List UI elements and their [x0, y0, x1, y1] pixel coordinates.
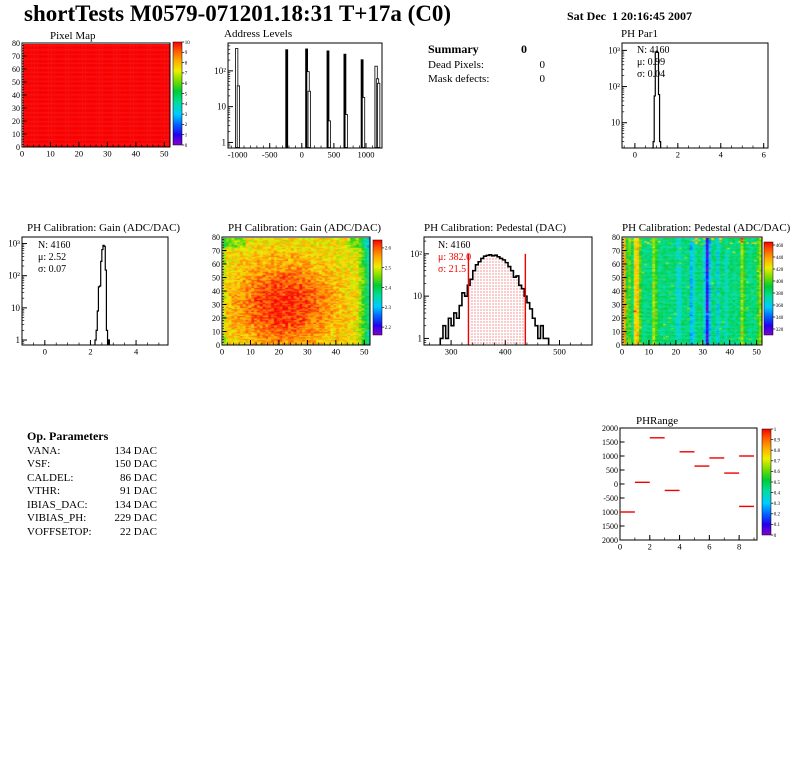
- param-value: 86 DAC: [120, 472, 157, 484]
- param-value: 150 DAC: [114, 458, 157, 470]
- summary-row-value: 0: [539, 59, 546, 71]
- address-levels-title: Address Levels: [224, 28, 293, 40]
- param-label: VSF:: [27, 458, 51, 470]
- ph-par1-title: PH Par1: [621, 28, 658, 40]
- summary-row-label: Mask defects:: [428, 73, 490, 85]
- stat-mu: μ: 2.52: [38, 252, 67, 263]
- param-label: VTHR:: [27, 485, 60, 497]
- param-value: 22 DAC: [120, 526, 157, 538]
- summary-total: 0: [521, 42, 527, 56]
- stat-n: N: 4160: [38, 240, 71, 251]
- stat-sigma: σ: 0.07: [38, 264, 67, 275]
- pedestal-hist-stats: N: 4160 μ: 382.0 σ: 21.5: [438, 240, 471, 276]
- param-value: 134 DAC: [114, 445, 157, 457]
- op-parameters-title: Op. Parameters: [27, 429, 109, 443]
- param-value: 134 DAC: [114, 499, 157, 511]
- summary-row-value: 0: [539, 73, 546, 85]
- gain-hist-stats: N: 4160 μ: 2.52 σ: 0.07: [38, 240, 71, 276]
- stat-mu: μ: 0.99: [637, 57, 666, 68]
- param-label: VANA:: [27, 445, 61, 457]
- pedestal-map-title: PH Calibration: Pedestal (ADC/DAC): [622, 222, 791, 234]
- page-title: shortTests M0579-071201.18:31 T+17a (C0): [24, 1, 452, 26]
- param-label: VOFFSETOP:: [27, 526, 92, 538]
- param-label: IBIAS_DAC:: [27, 499, 88, 511]
- timestamp: Sat Dec 1 20:16:45 2007: [567, 9, 692, 23]
- gain-map-title: PH Calibration: Gain (ADC/DAC): [228, 222, 382, 234]
- stat-sigma: σ: 0.04: [637, 69, 666, 80]
- param-value: 229 DAC: [114, 512, 157, 524]
- summary-row-label: Dead Pixels:: [428, 59, 484, 71]
- stat-sigma: σ: 21.5: [438, 264, 467, 275]
- stat-n: N: 4160: [438, 240, 471, 251]
- param-value: 91 DAC: [120, 485, 157, 497]
- param-label: CALDEL:: [27, 472, 74, 484]
- summary-title: Summary: [428, 42, 479, 56]
- param-label: VIBIAS_PH:: [27, 512, 87, 524]
- pedestal-hist-title: PH Calibration: Pedestal (DAC): [424, 222, 567, 234]
- gain-hist-title: PH Calibration: Gain (ADC/DAC): [27, 222, 181, 234]
- stat-mu: μ: 382.0: [438, 252, 472, 263]
- pixel-map-title: Pixel Map: [50, 30, 96, 42]
- stat-n: N: 4160: [637, 45, 670, 56]
- ph-par1-stats: N: 4160 μ: 0.99 σ: 0.04: [637, 45, 670, 81]
- ph-range-title: PHRange: [636, 415, 679, 427]
